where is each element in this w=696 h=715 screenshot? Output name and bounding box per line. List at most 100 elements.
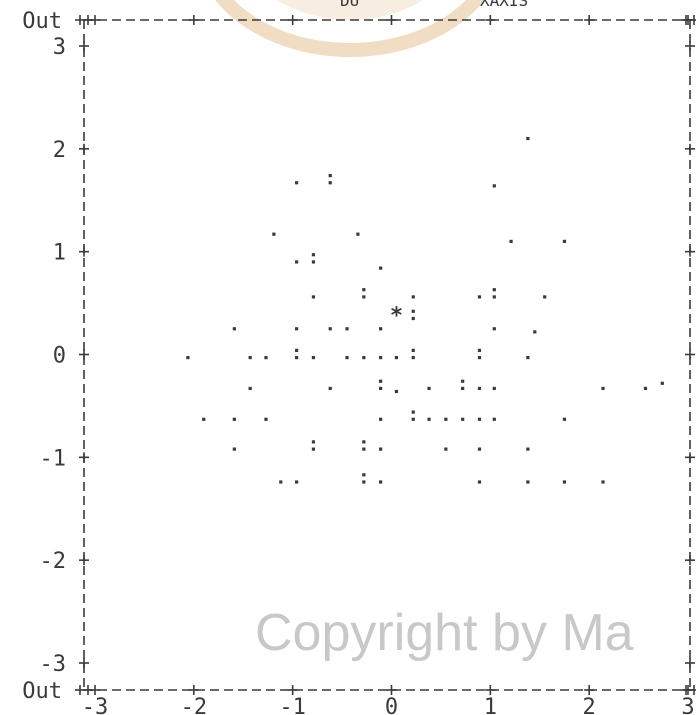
data-point (311, 295, 316, 299)
data-point (279, 480, 283, 484)
data-point (411, 348, 415, 352)
data-point (601, 386, 605, 391)
data-point (411, 316, 415, 321)
y-tick-right (685, 349, 695, 360)
corner-tick (83, 685, 93, 695)
header-fragment: DU (340, 0, 359, 10)
data-points: * (186, 136, 664, 484)
out-label-bottom: Out (22, 679, 62, 704)
x-tick-label: 0 (385, 695, 398, 715)
data-point (328, 386, 332, 391)
centroid-marker: * (390, 303, 403, 328)
data-point (379, 447, 383, 451)
data-point (601, 480, 605, 484)
data-point (492, 327, 496, 331)
data-point (643, 386, 648, 391)
copyright-watermark: Copyright by Ma (255, 604, 634, 662)
data-point (562, 480, 567, 484)
data-point (311, 355, 316, 360)
header-fragment: XAXIS (480, 0, 528, 10)
y-tick-right (685, 143, 695, 154)
data-point (379, 266, 383, 270)
data-point (533, 330, 537, 334)
x-tick-top (386, 15, 397, 25)
seal-watermark (215, 0, 485, 57)
y-tick-label: -1 (40, 446, 67, 471)
y-tick-label: 0 (53, 344, 66, 369)
data-point (526, 136, 530, 141)
data-point (362, 288, 366, 292)
data-point (356, 232, 360, 236)
data-point (362, 447, 366, 451)
data-point (411, 295, 415, 299)
y-tick-left (79, 555, 89, 566)
plot-frame: DU XAXIS (83, 0, 691, 691)
y-tick-left (79, 658, 89, 668)
data-point (379, 386, 383, 391)
y-tick-label: 1 (53, 241, 66, 266)
data-point (362, 355, 366, 360)
data-point (477, 295, 482, 299)
data-point (411, 410, 415, 414)
data-point (232, 417, 236, 421)
data-point (295, 327, 299, 331)
data-point (328, 181, 332, 185)
x-tick-top (188, 15, 199, 25)
data-point (492, 386, 496, 391)
data-point (427, 417, 431, 421)
data-point (492, 184, 496, 188)
data-point (526, 447, 530, 451)
y-tick-right (685, 246, 695, 257)
out-label-top: Out (22, 9, 62, 34)
data-point (477, 480, 482, 484)
axis-ticks (75, 15, 696, 695)
x-tick-bottom (386, 685, 397, 695)
x-tick-top (584, 15, 595, 25)
data-point (345, 327, 349, 331)
data-point (379, 417, 383, 421)
data-point (492, 288, 496, 292)
data-point (248, 386, 252, 391)
data-point (427, 386, 431, 391)
data-point (272, 232, 276, 236)
data-point (379, 379, 383, 383)
data-point (362, 480, 366, 484)
data-point (562, 417, 567, 421)
data-point (264, 355, 268, 360)
data-point (295, 181, 299, 185)
data-point (295, 355, 299, 360)
data-point (264, 417, 268, 421)
data-point (186, 355, 190, 360)
data-point (362, 295, 366, 299)
data-point (411, 309, 415, 313)
y-tick-right (685, 41, 695, 51)
data-point (202, 417, 206, 421)
y-tick-left (79, 41, 89, 51)
x-tick-label: -3 (82, 695, 109, 715)
data-point (328, 173, 332, 178)
x-tick-label: -2 (181, 695, 208, 715)
data-point (248, 355, 252, 360)
data-point (311, 260, 316, 264)
data-point (328, 327, 332, 331)
data-point (362, 473, 366, 477)
y-tick-label: -3 (40, 652, 67, 677)
data-point (232, 327, 236, 331)
y-tick-left (79, 349, 89, 360)
watermark-text: Copyright by Ma (255, 604, 634, 662)
data-point (345, 355, 349, 360)
seal-core (277, 0, 423, 20)
x-tick-bottom (485, 685, 496, 695)
data-point (492, 295, 496, 299)
data-point (444, 447, 448, 451)
data-point (295, 348, 299, 352)
data-point (444, 417, 448, 421)
data-point (526, 355, 530, 360)
data-point (295, 480, 299, 484)
y-tick-right (685, 555, 695, 566)
data-point (311, 440, 316, 444)
data-point (492, 417, 496, 421)
y-tick-label: 2 (53, 138, 66, 163)
data-point (660, 381, 664, 385)
